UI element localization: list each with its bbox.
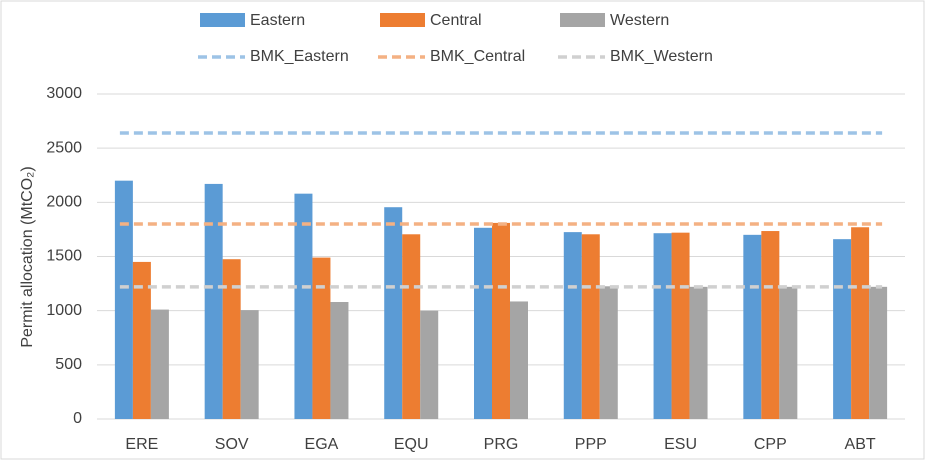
y-tick-label: 500 xyxy=(55,356,82,373)
bar xyxy=(384,207,403,419)
x-tick-label: PRG xyxy=(484,436,519,453)
bar xyxy=(563,232,582,419)
y-tick-label: 2000 xyxy=(46,194,82,211)
bar xyxy=(689,286,708,419)
bar xyxy=(743,234,762,419)
bar xyxy=(492,222,510,419)
bar xyxy=(474,227,492,419)
y-tick-label: 1000 xyxy=(46,302,82,319)
legend-label: Western xyxy=(610,12,669,29)
bar xyxy=(599,286,618,419)
x-tick-label: EGA xyxy=(305,436,339,453)
bar xyxy=(851,227,870,419)
bar xyxy=(240,310,259,419)
x-tick-label: EQU xyxy=(394,436,429,453)
y-tick-label: 2500 xyxy=(46,139,82,156)
x-tick-label: ESU xyxy=(664,436,697,453)
bar xyxy=(779,286,798,419)
bar xyxy=(833,239,852,419)
bar xyxy=(222,259,241,419)
bar xyxy=(150,309,169,419)
bar xyxy=(402,234,421,419)
x-tick-label: SOV xyxy=(215,436,249,453)
bar xyxy=(761,231,780,419)
bar xyxy=(869,286,888,419)
bar xyxy=(132,261,151,419)
x-tick-label: PPP xyxy=(575,436,607,453)
legend-label: BMK_Western xyxy=(610,48,713,65)
bar xyxy=(312,257,331,419)
bar xyxy=(581,234,600,419)
y-tick-label: 1500 xyxy=(46,248,82,265)
y-axis-label: Permit allocation (MtCO₂) xyxy=(19,166,36,347)
bar xyxy=(330,302,349,419)
legend-label: Eastern xyxy=(250,12,305,29)
legend-label: Central xyxy=(430,12,482,29)
bar xyxy=(294,193,313,419)
x-tick-label: CPP xyxy=(754,436,787,453)
bar xyxy=(510,301,528,419)
legend-swatch xyxy=(560,13,605,27)
y-tick-label: 0 xyxy=(73,410,82,427)
legend-swatch xyxy=(380,13,425,27)
y-tick-label: 3000 xyxy=(46,85,82,102)
x-tick-label: ERE xyxy=(125,436,158,453)
bar xyxy=(114,180,133,419)
bar xyxy=(671,232,690,419)
legend-label: BMK_Central xyxy=(430,48,525,65)
legend-swatch xyxy=(200,13,245,27)
bar xyxy=(653,233,672,419)
x-tick-label: ABT xyxy=(845,436,876,453)
bar xyxy=(204,183,223,419)
legend-label: BMK_Eastern xyxy=(250,48,349,65)
bar xyxy=(420,310,439,419)
